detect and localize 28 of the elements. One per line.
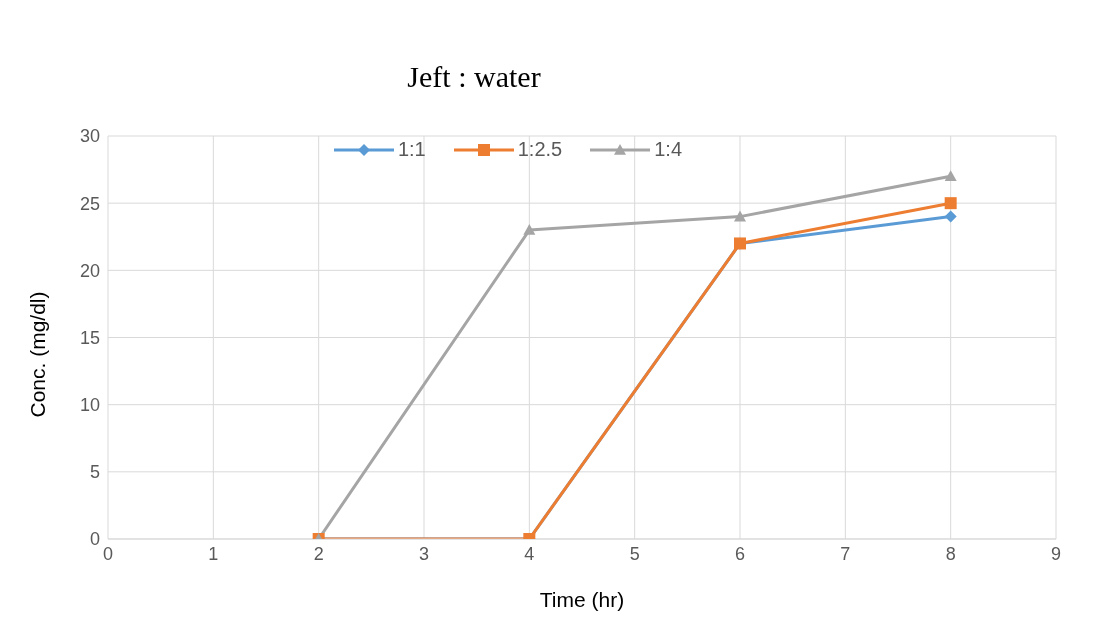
x-tick-label: 7 xyxy=(840,543,851,564)
x-tick-label: 4 xyxy=(524,543,535,564)
point xyxy=(523,224,536,235)
x-tick-label: 9 xyxy=(1050,543,1062,564)
y-tick-label: 0 xyxy=(89,529,100,550)
point xyxy=(944,197,957,210)
y-tick-label: 5 xyxy=(89,462,100,483)
y-axis-title: Conc. (mg/dl) xyxy=(26,291,50,418)
y-tick-label: 25 xyxy=(79,193,100,214)
x-tick-label: 6 xyxy=(734,543,746,564)
x-tick-label: 2 xyxy=(313,543,324,564)
legend-label: 1:2.5 xyxy=(517,138,563,161)
legend-label: 1:1 xyxy=(397,138,426,161)
legend-label: 1:4 xyxy=(654,138,683,161)
y-tick-label: 30 xyxy=(79,126,100,147)
chart-title: Jeft : water xyxy=(406,60,542,94)
point xyxy=(944,170,957,182)
x-tick-label: 0 xyxy=(102,543,114,564)
x-axis-title: Time (hr) xyxy=(539,588,625,611)
x-tick-label: 5 xyxy=(629,543,640,564)
x-tick-label: 3 xyxy=(418,543,430,564)
y-tick-label: 15 xyxy=(79,327,100,348)
point xyxy=(734,210,746,222)
x-tick-label: 8 xyxy=(945,543,956,564)
y-tick-label: 20 xyxy=(79,260,100,281)
x-tick-label: 1 xyxy=(208,543,219,564)
y-tick-label: 10 xyxy=(79,395,100,416)
point xyxy=(944,210,957,223)
